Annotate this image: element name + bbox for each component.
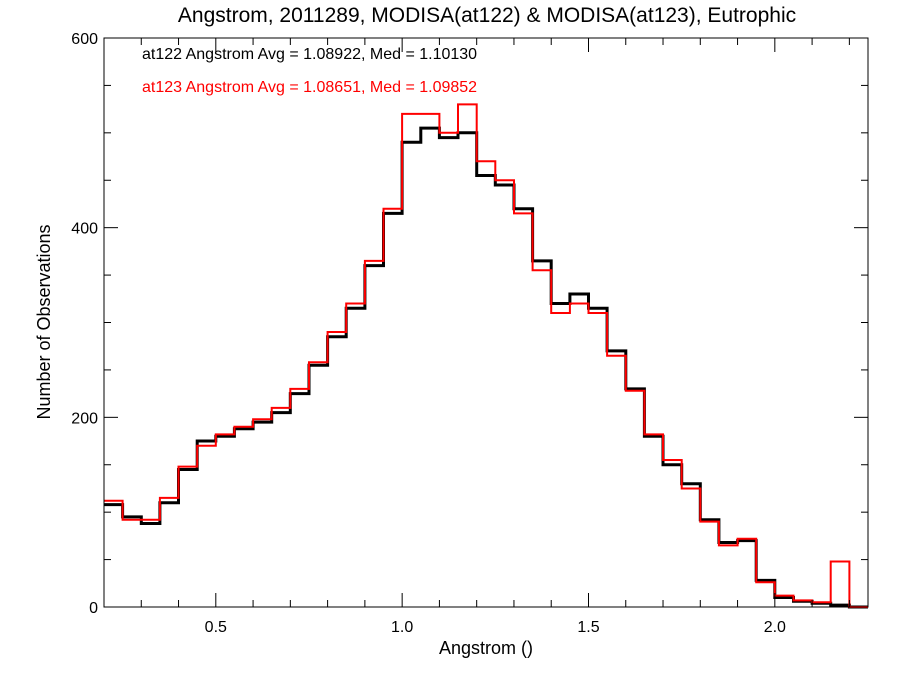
x-tick-label: 0.5 <box>205 619 227 636</box>
annotation-at123: at123 Angstrom Avg = 1.08651, Med = 1.09… <box>142 79 477 96</box>
x-tick-label: 1.0 <box>391 619 413 636</box>
y-tick-label: 200 <box>71 410 98 427</box>
x-axis-label: Angstrom () <box>439 638 533 658</box>
series-line-1 <box>104 103 868 608</box>
y-tick-label: 0 <box>89 600 98 617</box>
y-axis-label: Number of Observations <box>34 224 54 419</box>
series-line-0 <box>104 126 868 609</box>
plot-frame <box>103 37 869 608</box>
tick-layer: 0.5 1.0 1.5 2.0 0 200 400 600 <box>71 31 868 636</box>
x-tick-label: 2.0 <box>764 619 786 636</box>
series-layer <box>104 103 868 609</box>
x-tick-label: 1.5 <box>577 619 599 636</box>
annotation-at122: at122 Angstrom Avg = 1.08922, Med = 1.10… <box>142 46 477 63</box>
y-tick-label: 400 <box>71 221 98 238</box>
chart-title: Angstrom, 2011289, MODISA(at122) & MODIS… <box>178 4 796 27</box>
y-tick-label: 600 <box>71 31 98 48</box>
